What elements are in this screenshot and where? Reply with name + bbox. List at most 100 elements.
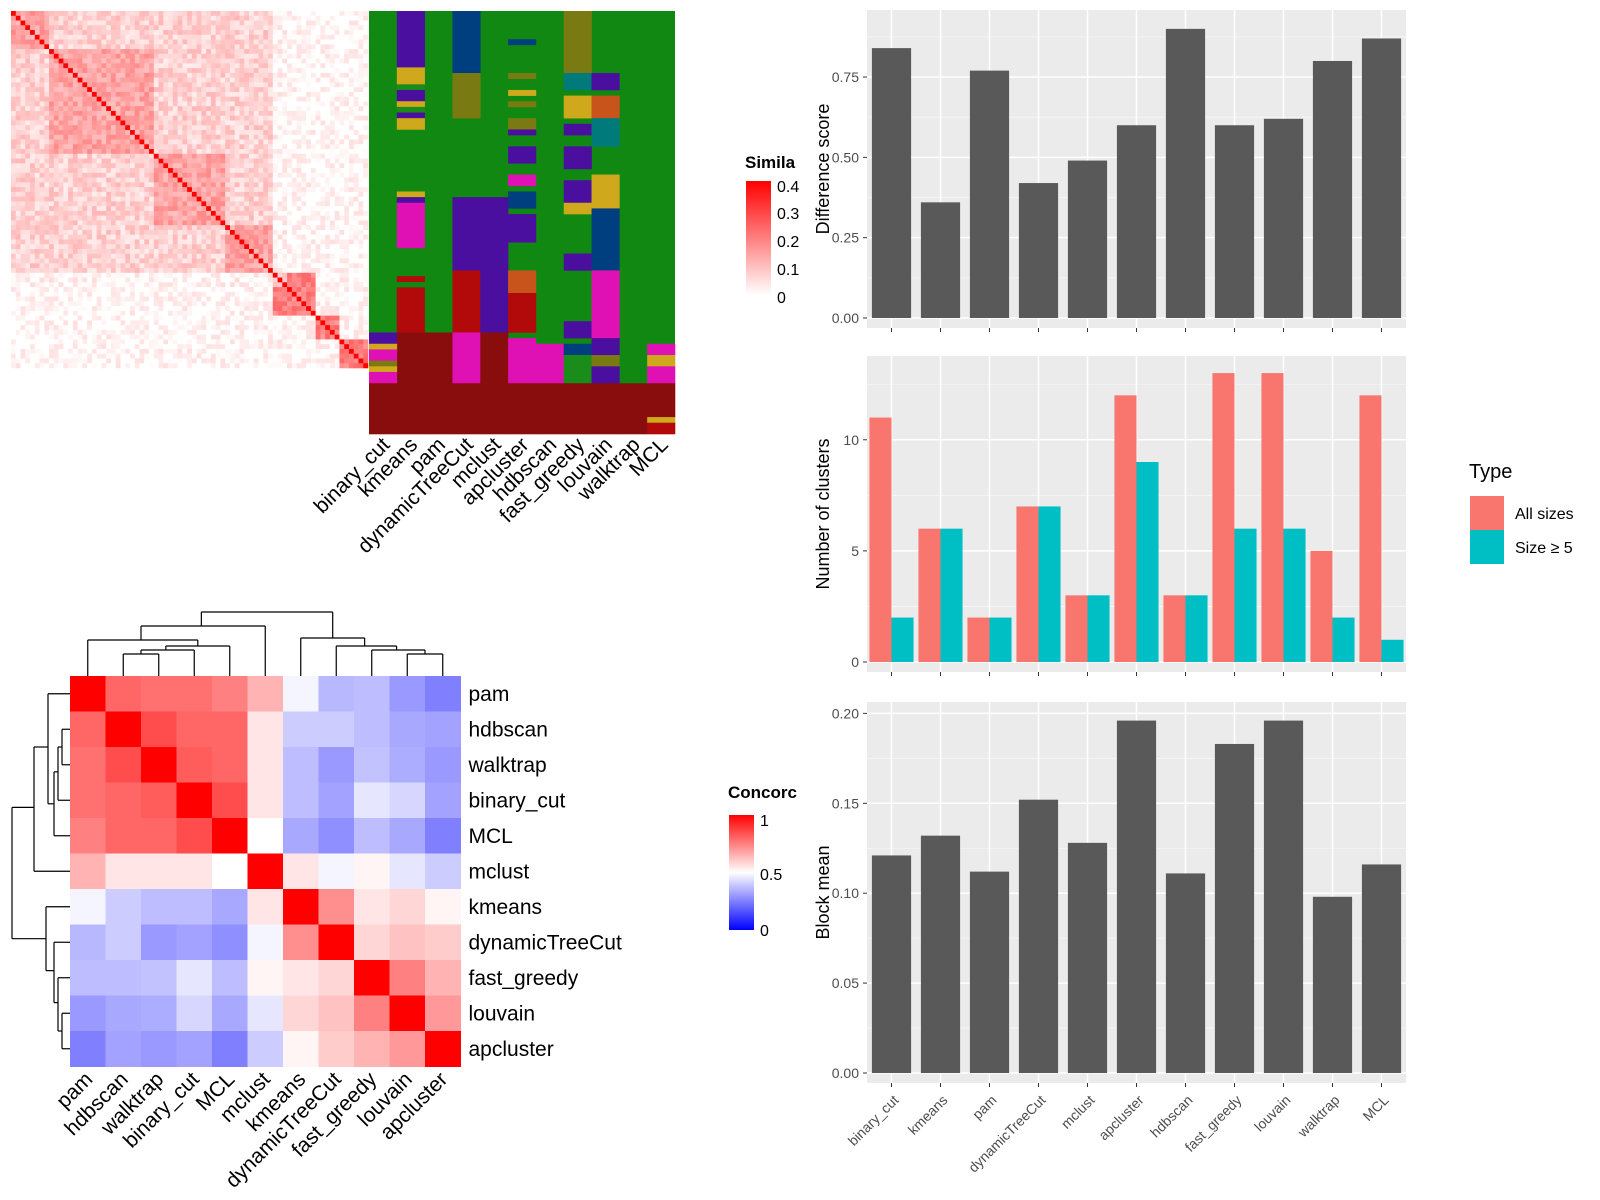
similarity-cell (15, 234, 21, 240)
similarity-cell (101, 177, 107, 183)
similarity-cell (139, 172, 145, 178)
similarity-cell (329, 72, 335, 78)
similarity-cell (220, 144, 226, 150)
similarity-cell (91, 182, 97, 188)
similarity-cell (210, 163, 216, 169)
similarity-cell (325, 53, 331, 59)
similarity-cell (115, 149, 121, 155)
similarity-cell (25, 187, 31, 193)
similarity-cell (358, 120, 364, 126)
similarity-cell (329, 172, 335, 178)
similarity-cell (344, 239, 350, 245)
similarity-cell (149, 272, 155, 278)
similarity-cell (144, 225, 150, 231)
similarity-cell (353, 49, 359, 55)
similarity-cell (72, 291, 78, 297)
similarity-cell (115, 91, 121, 97)
similarity-cell (334, 206, 340, 212)
similarity-cell (20, 130, 26, 136)
similarity-cell (287, 58, 293, 64)
similarity-cell (253, 91, 259, 97)
similarity-cell (77, 49, 83, 55)
similarity-cell (139, 196, 145, 202)
similarity-cell (296, 182, 302, 188)
similarity-cell (158, 287, 164, 293)
similarity-cell (20, 168, 26, 174)
similarity-cell (215, 72, 221, 78)
similarity-cell (130, 239, 136, 245)
similarity-cell (87, 110, 93, 117)
similarity-cell (320, 96, 326, 102)
similarity-cell (282, 196, 288, 202)
similarity-cell (25, 20, 31, 26)
similarity-cell (206, 320, 212, 326)
similarity-cell (201, 239, 207, 245)
similarity-cell (177, 149, 183, 155)
similarity-cell (15, 39, 21, 45)
similarity-cell (244, 120, 250, 126)
similarity-cell (49, 315, 55, 321)
similarity-cell (20, 15, 26, 21)
similarity-cell (68, 115, 74, 121)
similarity-cell (106, 272, 112, 278)
similarity-cell (301, 310, 307, 316)
similarity-cell (187, 229, 193, 236)
similarity-cell (39, 220, 45, 226)
similarity-cell (263, 101, 269, 107)
similarity-cell (268, 39, 274, 45)
similarity-cell (120, 44, 126, 50)
similarity-cell (225, 96, 231, 102)
similarity-cell (268, 239, 274, 245)
similarity-cell (249, 15, 255, 21)
similarity-cell (120, 87, 126, 93)
similarity-cell (282, 206, 288, 212)
similarity-cell (153, 244, 159, 250)
similarity-cell (172, 44, 178, 50)
similarity-cell (30, 77, 36, 83)
similarity-cell (187, 201, 193, 207)
similarity-cell (20, 72, 26, 78)
similarity-cell (58, 11, 64, 17)
similarity-cell (277, 234, 283, 240)
similarity-cell (225, 101, 231, 107)
similarity-cell (44, 49, 50, 55)
similarity-cell (30, 244, 36, 250)
similarity-cell (272, 101, 278, 107)
similarity-cell (306, 301, 312, 307)
similarity-cell (158, 77, 164, 83)
similarity-cell (125, 15, 131, 21)
similarity-cell (63, 206, 69, 212)
similarity-cell (153, 77, 159, 83)
similarity-cell (168, 44, 174, 50)
similarity-cell (11, 287, 17, 293)
similarity-cell (49, 296, 55, 302)
similarity-cell (134, 115, 140, 121)
similarity-cell (87, 263, 93, 269)
similarity-cell (277, 315, 283, 321)
similarity-cell (68, 134, 74, 140)
similarity-cell (320, 11, 326, 17)
similarity-cell (115, 182, 121, 188)
similarity-cell (120, 325, 126, 331)
similarity-cell (291, 96, 297, 102)
similarity-cell (87, 187, 93, 193)
similarity-cell (296, 77, 302, 83)
similarity-cell (30, 210, 36, 216)
similarity-cell (72, 272, 78, 278)
similarity-cell (15, 30, 21, 36)
similarity-cell (96, 291, 102, 297)
similarity-cell (20, 268, 26, 274)
similarity-cell (310, 82, 316, 88)
similarity-cell (96, 87, 102, 93)
similarity-cell (30, 125, 36, 131)
similarity-cell (110, 106, 117, 112)
similarity-cell (172, 53, 178, 59)
similarity-cell (358, 182, 364, 188)
similarity-cell (106, 30, 112, 36)
similarity-cell (229, 82, 236, 88)
similarity-cell (30, 82, 36, 88)
similarity-cell (363, 210, 369, 216)
similarity-cell (296, 87, 302, 93)
similarity-cell (120, 272, 126, 278)
similarity-cell (215, 168, 221, 174)
